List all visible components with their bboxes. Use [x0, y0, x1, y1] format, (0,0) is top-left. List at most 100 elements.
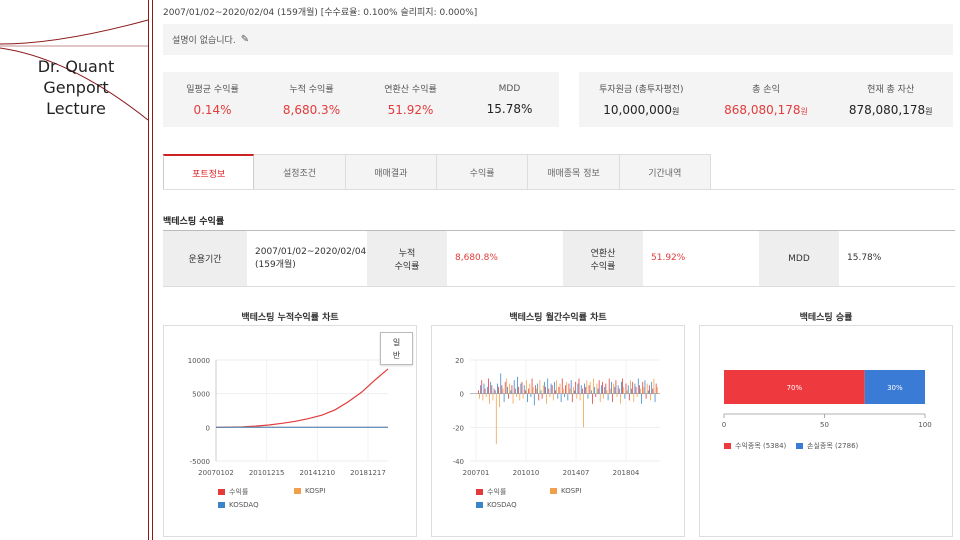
stat-unit: 원 — [672, 107, 680, 116]
stat-daily-return: 일평균 수익률 0.14% — [163, 72, 262, 127]
legend-return[interactable]: 수익률 — [476, 487, 506, 497]
zoom-button-label-1: 일 — [392, 338, 401, 347]
summary-ann-value: 51.92% — [651, 253, 686, 263]
kospi-bar — [616, 393, 618, 398]
kosdaq-bar — [497, 383, 498, 394]
return-bar — [628, 393, 630, 401]
tabs-divider — [163, 189, 955, 190]
kosdaq-bar — [614, 386, 616, 394]
legend-kosdaq[interactable]: KOSDAQ — [476, 501, 517, 509]
tab-returns[interactable]: 수익률 — [437, 154, 529, 190]
kosdaq-bar — [631, 388, 632, 394]
return-bar — [612, 393, 613, 403]
section-title: 백테스팅 수익률 — [163, 217, 225, 227]
stat-unit: 원 — [925, 107, 933, 116]
kospi-bar — [552, 393, 554, 401]
x-tick-label: 20101215 — [249, 469, 285, 477]
legend-label: 수익종목 (5384) — [735, 442, 787, 450]
stats-left: 일평균 수익률 0.14% 누적 수익률 8,680.3% 연환산 수익률 51… — [163, 72, 559, 127]
kosdaq-bar — [507, 386, 508, 394]
period-line: 2007/01/02~2020/02/04 (159개월) [수수료율: 0.1… — [163, 8, 478, 18]
legend-kospi[interactable]: KOSPI — [294, 487, 325, 495]
kospi-bar — [653, 378, 655, 394]
stat-label: 총 손익 — [752, 85, 780, 95]
kospi-bar — [633, 393, 635, 403]
kosdaq-bar — [594, 386, 596, 394]
tab-settings[interactable]: 설정조건 — [254, 154, 346, 190]
kospi-bar — [623, 386, 625, 394]
pencil-icon[interactable]: ✎ — [240, 34, 250, 45]
kospi-bar — [613, 383, 615, 394]
legend-swatch — [724, 443, 731, 449]
kosdaq-bar — [607, 393, 609, 401]
summary-cum-label-1: 누적 — [398, 248, 416, 259]
kospi-bar — [516, 393, 517, 398]
summary-table: 운용기간 2007/01/02~2020/02/04 (159개월) 누적 수익… — [163, 230, 955, 287]
legend-label: KOSDAQ — [229, 501, 259, 509]
legend-loss[interactable]: 손실종목 (2786) — [796, 441, 858, 451]
monthly-chart-panel: 20 0 -20 -40 200701 201010 201407 201804 수익률 KO… — [431, 325, 685, 537]
summary-cum-label-2: 수익률 — [394, 261, 420, 272]
summary-ann-label: 연환산 수익률 — [563, 231, 643, 286]
stat-value: 8,680.3% — [282, 103, 341, 117]
return-bar — [581, 388, 583, 394]
tab-trade-results[interactable]: 매매결과 — [345, 154, 437, 190]
kosdaq-bar — [503, 393, 505, 403]
return-bar — [561, 378, 563, 394]
legend-swatch — [476, 489, 483, 495]
summary-ann-label-2: 수익률 — [590, 261, 616, 272]
tab-traded-stocks[interactable]: 매매종목 정보 — [528, 154, 620, 190]
kosdaq-bar — [600, 385, 602, 394]
stat-label: 연환산 수익률 — [384, 85, 437, 95]
kospi-bar — [512, 393, 514, 404]
kospi-bar — [502, 388, 504, 394]
kospi-bar — [593, 378, 594, 394]
lecture-decoration — [0, 19, 149, 121]
kospi-bar — [589, 381, 591, 394]
tab-period-history[interactable]: 기간내역 — [619, 154, 711, 190]
x-tick-label: 201010 — [513, 469, 540, 477]
stat-value: 10,000,000원 — [603, 103, 679, 117]
kosdaq-bar — [543, 381, 545, 394]
legend-return[interactable]: 수익률 — [218, 487, 248, 497]
return-bar — [518, 386, 520, 394]
tab-port-info[interactable]: 포트정보 — [163, 154, 255, 190]
legend-win[interactable]: 수익종목 (5384) — [724, 441, 786, 451]
return-bar — [488, 378, 489, 394]
lecture-title-line1: Dr. Quant — [37, 57, 115, 76]
return-bar — [541, 393, 543, 399]
kosdaq-bar — [651, 381, 653, 394]
backtest-report: 2007/01/02~2020/02/04 (159개월) [수수료율: 0.1… — [163, 0, 955, 540]
summary-ann-label-1: 연환산 — [590, 248, 616, 259]
summary-mdd-value: 15.78% — [847, 253, 882, 263]
return-bar — [632, 381, 634, 394]
kosdaq-bar — [527, 393, 528, 403]
kospi-bar — [619, 393, 621, 404]
return-bar — [655, 383, 657, 394]
return-bar — [622, 378, 623, 394]
kosdaq-bar — [533, 393, 535, 406]
kosdaq-bar — [523, 385, 525, 394]
winrate-chart: 70% 30% 0 50 100 — [722, 370, 932, 429]
return-bar — [558, 386, 560, 394]
legend-kosdaq[interactable]: KOSDAQ — [218, 501, 259, 509]
y-tick-label: -5000 — [190, 458, 210, 466]
return-bar — [638, 385, 640, 394]
kosdaq-bar — [560, 393, 562, 403]
stat-value: 868,080,178원 — [724, 103, 808, 117]
kosdaq-bar — [480, 385, 482, 394]
y-tick-label: 20 — [455, 357, 464, 365]
kospi-bar — [643, 386, 645, 394]
return-bar — [635, 386, 637, 394]
return-bar — [608, 378, 610, 394]
lecture-title-line2: Genport — [43, 78, 109, 97]
kosdaq-bar — [587, 393, 589, 399]
monthly-chart: 20 0 -20 -40 200701 201010 201407 201804 — [453, 357, 660, 477]
lecture-title-line3: Lecture — [46, 99, 106, 118]
kospi-bar — [509, 383, 511, 394]
return-bar — [649, 385, 650, 394]
kosdaq-bar — [604, 386, 606, 394]
legend-swatch — [476, 502, 483, 508]
legend-kospi[interactable]: KOSPI — [550, 487, 581, 495]
zoom-button[interactable]: 일 반 — [380, 332, 413, 365]
